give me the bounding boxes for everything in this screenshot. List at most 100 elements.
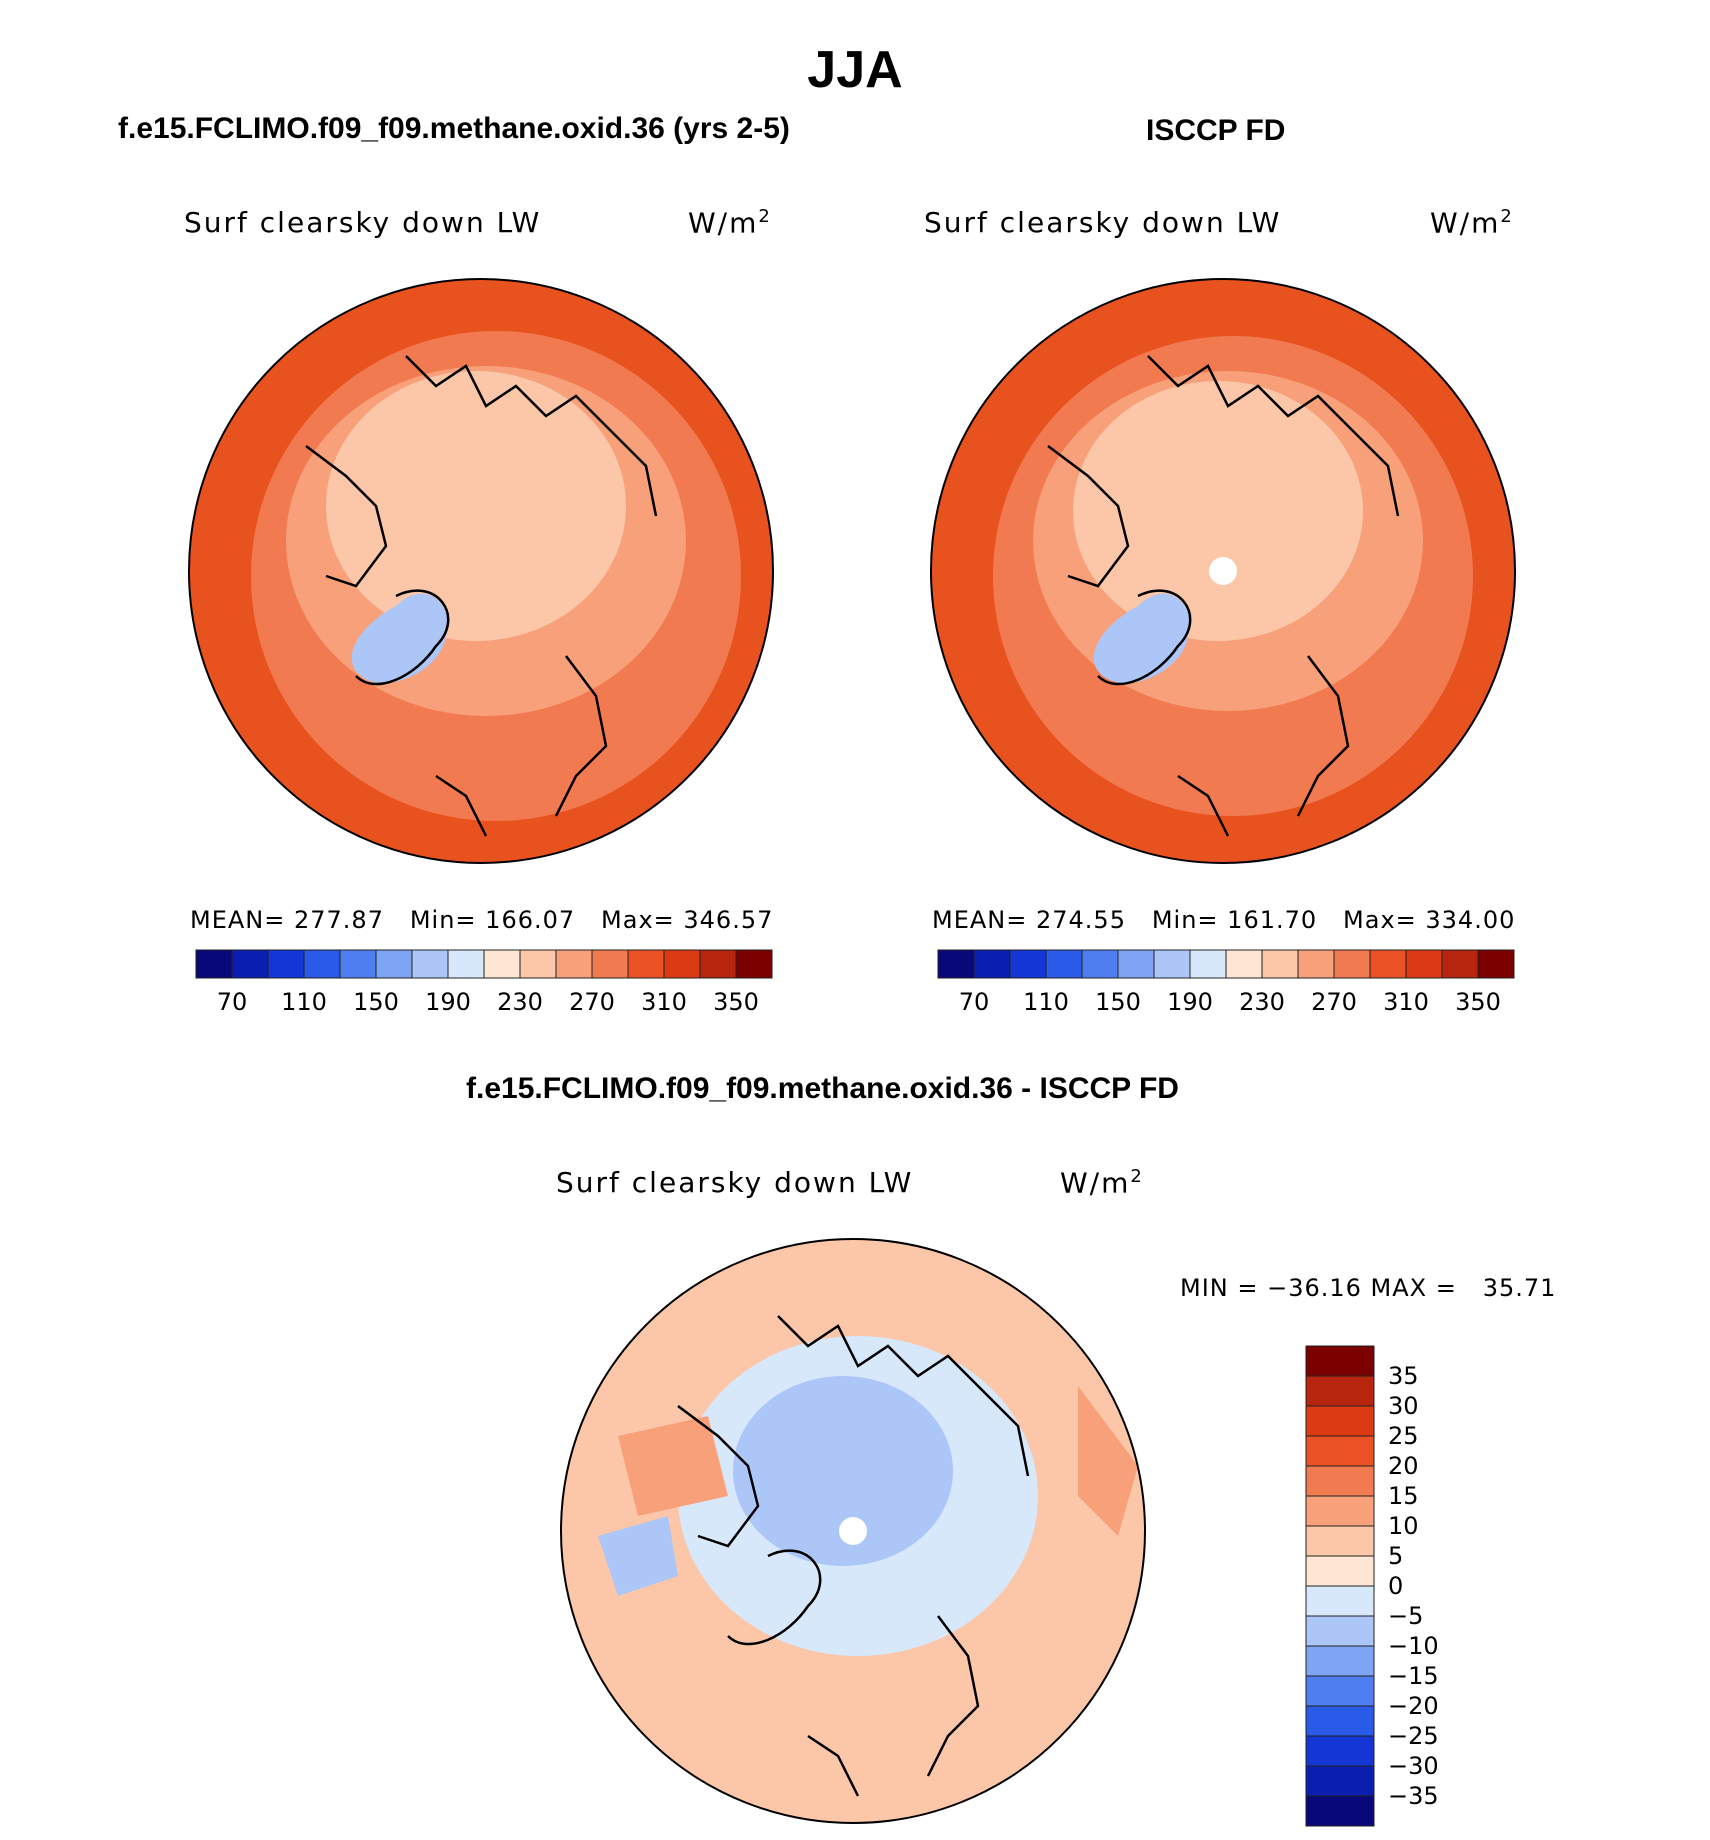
coastlines [305,355,658,837]
colorbar-tick-label: 190 [1167,988,1213,1016]
colorbar-swatch [447,949,485,979]
colorbar-tick-label: 0 [1388,1572,1403,1600]
colorbar-swatch [1045,949,1083,979]
colorbar-tick-label: 350 [713,988,759,1016]
colorbar-swatch [1305,1675,1375,1707]
colorbar-tick-label: 270 [569,988,615,1016]
map-polar-region [326,371,626,641]
colorbar-tick-label: 150 [353,988,399,1016]
colorbar-swatch [1189,949,1227,979]
colorbar-tick-label: 270 [1311,988,1357,1016]
left-variable-label: Surf clearsky down LW [184,206,542,239]
colorbar-tick-label: 190 [425,988,471,1016]
colorbar-tick-label: 350 [1455,988,1501,1016]
colorbar-swatch [411,949,449,979]
left-polar-map [188,278,774,864]
colorbar-swatch [339,949,377,979]
colorbar-swatch [627,949,665,979]
colorbar-tick-label: −25 [1388,1722,1439,1750]
colorbar-swatch [231,949,269,979]
right-colorbar: 70 110 150 190 230 270 310 350 [937,949,1515,1016]
colorbar-swatch [1405,949,1443,979]
colorbar-tick-label: 230 [1239,988,1285,1016]
left-colorbar: 70 110 150 190 230 270 310 350 [195,949,773,1016]
colorbar-swatch [1305,1345,1375,1377]
colorbar-tick-label: 10 [1388,1512,1419,1540]
right-polar-map [930,278,1516,864]
colorbar-swatch [937,949,975,979]
map-pole-missing-data [839,1517,867,1545]
colorbar-tick-label: −15 [1388,1662,1439,1690]
colorbar-swatch [1225,949,1263,979]
colorbar-swatch [1305,1465,1375,1497]
colorbar-tick-label: 25 [1388,1422,1419,1450]
colorbar-swatch [1305,1765,1375,1797]
colorbar-swatch [1009,949,1047,979]
coastlines [1047,355,1400,837]
colorbar-tick-label: 30 [1388,1392,1419,1420]
right-panel-title: ISCCP FD [1146,114,1286,147]
colorbar-swatch [1305,1555,1375,1587]
colorbar-tick-label: 20 [1388,1452,1419,1480]
colorbar-swatch [303,949,341,979]
diff-variable-label: Surf clearsky down LW [556,1166,914,1199]
right-stats: MEAN= 274.55 Min= 161.70 Max= 334.00 [932,906,1516,934]
colorbar-tick-label: 150 [1095,988,1141,1016]
colorbar-swatch [1297,949,1335,979]
colorbar-tick-label: 15 [1388,1482,1419,1510]
colorbar-tick-label: −35 [1388,1782,1439,1810]
colorbar-swatch [1305,1375,1375,1407]
colorbar-tick-label: −20 [1388,1692,1439,1720]
map-region-blue-west [598,1516,678,1596]
colorbar-swatch [1333,949,1371,979]
diff-panel-title: f.e15.FCLIMO.f09_f09.methane.oxid.36 - I… [466,1072,1179,1105]
colorbar-swatch [735,949,773,979]
colorbar-swatch [267,949,305,979]
colorbar-tick-label: −30 [1388,1752,1439,1780]
colorbar-swatch [663,949,701,979]
coastlines [677,1315,1030,1797]
diff-minmax: MIN = −36.16 MAX = 35.71 [1180,1274,1557,1302]
colorbar-swatch [1081,949,1119,979]
colorbar-tick-label: 310 [1383,988,1429,1016]
colorbar-swatch [1305,1405,1375,1437]
colorbar-tick-label: 110 [1023,988,1069,1016]
right-units-label: W/m2 [1430,206,1514,240]
colorbar-swatch [1305,1435,1375,1467]
left-units-label: W/m2 [688,206,772,240]
colorbar-swatch [1305,1705,1375,1737]
colorbar-swatch [483,949,521,979]
colorbar-tick-label: 5 [1388,1542,1403,1570]
colorbar-swatch [1305,1795,1375,1827]
colorbar-tick-label: 70 [959,988,990,1016]
colorbar-swatch [1305,1645,1375,1677]
colorbar-swatch [1369,949,1407,979]
colorbar-tick-label: 35 [1388,1362,1419,1390]
colorbar-swatch [1305,1735,1375,1767]
colorbar-swatch [973,949,1011,979]
colorbar-swatch [1305,1525,1375,1557]
colorbar-swatch [195,949,233,979]
map-polar-region [1073,381,1363,641]
map-region-blue [733,1376,953,1566]
colorbar-swatch [591,949,629,979]
colorbar-tick-label: 110 [281,988,327,1016]
colorbar-tick-label: 70 [217,988,248,1016]
diff-units-label: W/m2 [1060,1166,1144,1200]
colorbar-swatch [1305,1585,1375,1617]
map-region-warm-east [1078,1386,1138,1536]
colorbar-tick-label: 230 [497,988,543,1016]
map-pole-missing-data [1209,557,1237,585]
colorbar-swatch [555,949,593,979]
colorbar-swatch [1305,1615,1375,1647]
colorbar-tick-label: −10 [1388,1632,1439,1660]
colorbar-swatch [699,949,737,979]
diff-polar-map [560,1238,1146,1824]
colorbar-swatch [1441,949,1479,979]
right-variable-label: Surf clearsky down LW [924,206,1282,239]
left-stats: MEAN= 277.87 Min= 166.07 Max= 346.57 [190,906,774,934]
colorbar-swatch [519,949,557,979]
colorbar-swatch [1305,1495,1375,1527]
colorbar-tick-label: −5 [1388,1602,1423,1630]
